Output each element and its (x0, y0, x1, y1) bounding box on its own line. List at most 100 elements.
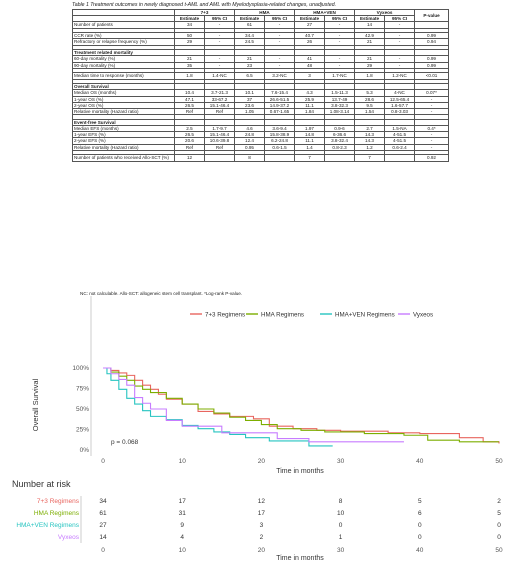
table-cell: 0.07* (414, 89, 450, 97)
risk-count: 12 (258, 498, 266, 505)
table-row: 1-year EFS (%) 26.5 15.1-46.4 24.8 15.8-38.9… (72, 131, 450, 139)
risk-count: 0 (497, 534, 501, 541)
table-cell: 0.99 (414, 55, 450, 63)
table-group-header-row: 7+3 HMA HMA+VEN Vyxeos P-value (72, 8, 450, 23)
risk-count: 17 (258, 510, 266, 517)
risk-count: 61 (99, 510, 107, 517)
risk-row-label: 7+3 Regimens (37, 498, 80, 505)
x-tick-label: 10 (179, 458, 187, 465)
risk-count: 8 (339, 498, 343, 505)
table-cell (384, 83, 416, 91)
risk-x-axis-label: Time in months (276, 555, 324, 562)
survival-curve-2 (103, 367, 333, 447)
risk-count: 0 (418, 534, 422, 541)
table-cell: - (203, 38, 236, 46)
table-section-row: Event-free Survival (72, 118, 450, 127)
table-cell: 0.99 (414, 61, 450, 69)
risk-time-tick: 10 (179, 547, 187, 554)
table-cell: - (203, 61, 236, 69)
risk-count: 1 (339, 534, 343, 541)
table-cell (384, 154, 416, 162)
risk-table-title: Number at risk (12, 479, 71, 489)
table-cell: - (414, 107, 450, 116)
x-tick-label: 40 (416, 458, 424, 465)
table-cell: 33-67.2 (203, 95, 236, 103)
risk-count: 0 (418, 522, 422, 529)
table-cell (203, 83, 236, 91)
table-cell: 0.6-2.4 (384, 143, 416, 151)
table-cell: - (384, 61, 416, 69)
table-row: 2-year OS (%) 26.5 15.1-46.4 23.6 14.9-37.2 1… (72, 101, 450, 110)
table-cell: 1.5-NA (384, 124, 416, 133)
table-cell: - (203, 21, 236, 29)
risk-count: 9 (180, 522, 184, 529)
table-cell (384, 118, 416, 127)
table-cell: - (414, 131, 450, 139)
table-cell: 7 (354, 154, 386, 162)
table-row: 1-year OS (%) 47.1 33-67.2 37 26.6-51.5 25.9 1… (72, 95, 450, 103)
table-row: CCR rate (%) 50-34.4-40.7-42.9-0.99 (72, 32, 450, 40)
x-tick-label: 30 (337, 458, 345, 465)
table-section-row: Overall Survival (72, 83, 450, 91)
table-cell: 8 (234, 154, 266, 162)
legend-label: HMA Regimens (261, 312, 304, 319)
table-cell: 0.94 (414, 38, 450, 46)
risk-count: 0 (339, 522, 343, 529)
group-header: P-value (414, 8, 450, 23)
table-row: Number of patients 34-61-27-14- (72, 21, 450, 29)
risk-count: 2 (497, 498, 501, 505)
table-cell: 1.7-9.7 (203, 124, 236, 133)
x-tick-label: 20 (258, 458, 266, 465)
risk-count: 5 (497, 510, 501, 517)
sub-header: 95% CI (203, 15, 236, 23)
risk-time-tick: 20 (258, 547, 266, 554)
risk-count: 3 (260, 522, 264, 529)
row-label: Number of patients who received Allo-SCT… (72, 154, 175, 162)
table-caption: Table 1 Treatment outcomes in newly diag… (72, 2, 337, 8)
risk-count: 27 (99, 522, 107, 529)
table-row: Refractory or relapse frequency (%) 29-24… (72, 38, 450, 46)
table-row: 2-year EFS (%) 20.6 10.6-39.8 12.4 6.2-24.8 1… (72, 137, 450, 145)
y-tick-label: 75% (76, 386, 89, 393)
table-cell: - (384, 21, 416, 29)
risk-count: 17 (179, 498, 187, 505)
table-cell: 7 (294, 154, 326, 162)
table-cell: Ref (203, 143, 236, 151)
risk-time-tick: 50 (495, 547, 503, 554)
table-cell: 0.92 (414, 154, 450, 162)
table-cell: 0.99 (414, 32, 450, 40)
table-cell: - (414, 101, 450, 110)
table-cell: 15.1-46.4 (203, 101, 236, 110)
table-cell: 0.4* (414, 124, 450, 133)
table-cell: 0.8-3.03 (384, 107, 416, 116)
table-cell: - (384, 38, 416, 46)
risk-row-label: Vyxeos (58, 534, 80, 541)
x-axis-label: Time in months (276, 468, 324, 475)
table-row: 90-day mortality (%) 35-23-48-29-0.99 (72, 61, 450, 69)
table-cell: - (203, 55, 236, 63)
y-tick-label: 50% (76, 406, 89, 413)
table-cell (324, 154, 356, 162)
group-header: Vyxeos (354, 8, 416, 17)
table-row: Median time to response (months) 1.8 1.4-N… (72, 72, 450, 80)
table-cell: 4-NC (384, 89, 416, 97)
table-cell: <0.01 (414, 72, 450, 80)
group-header: 7+3 (173, 8, 236, 17)
table-cell: - (384, 32, 416, 40)
table-cell (264, 154, 296, 162)
table-cell: 3.7-21.3 (203, 89, 236, 97)
risk-row-label: HMA Regimens (34, 510, 80, 517)
table-cell: 4-51.5 (384, 131, 416, 139)
table-cell: 4-51.5 (384, 137, 416, 145)
sub-header: 95% CI (384, 15, 416, 23)
risk-count: 5 (418, 498, 422, 505)
p-value-annotation: p = 0.068 (111, 439, 139, 446)
table-cell: - (414, 95, 450, 103)
table-cell: 15.1-46.4 (203, 131, 236, 139)
table-row: Median OS (months) 10.4 3.7-21.3 10.1 7.6-15… (72, 89, 450, 97)
table-cell: 1.4-NC (203, 72, 236, 80)
table-cell (203, 118, 236, 127)
legend-label: Vyxeos (413, 312, 433, 319)
risk-time-tick: 0 (101, 547, 105, 554)
y-tick-label: 100% (72, 365, 89, 372)
